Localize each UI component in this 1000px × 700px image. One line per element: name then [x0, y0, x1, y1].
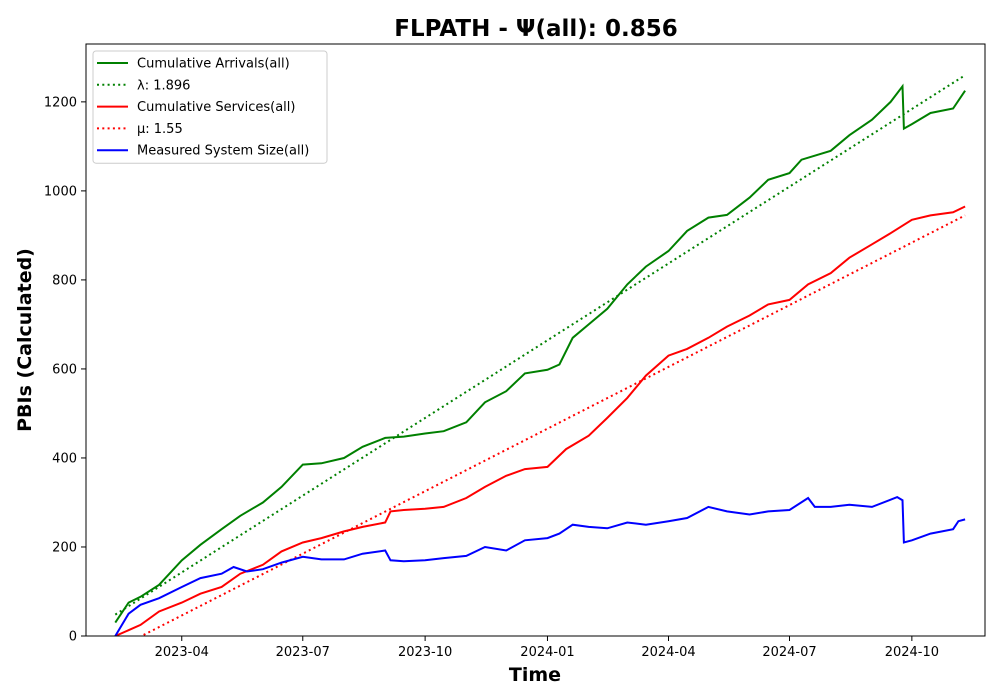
y-tick-label: 600 — [52, 362, 77, 377]
series-line-2 — [114, 205, 966, 636]
x-tick-label: 2024-01 — [520, 645, 574, 660]
y-axis-label: PBIs (Calculated) — [14, 248, 36, 432]
x-tick-label: 2024-07 — [762, 645, 816, 660]
y-axis-ticks: 0 200 400 600 800 1000 1200 — [44, 95, 86, 645]
y-tick-label: 800 — [52, 273, 77, 288]
y-tick-label: 1200 — [44, 95, 77, 110]
x-axis-ticks: 2023-04 2023-07 2023-10 2024-01 2024-04 2024-… — [155, 636, 939, 660]
y-tick-label: 1000 — [44, 184, 77, 199]
plot-frame — [85, 43, 986, 637]
series-line-0 — [114, 83, 966, 624]
x-tick-label: 2024-10 — [885, 645, 939, 660]
legend-label: λ: 1.896 — [137, 78, 190, 93]
y-tick-label: 200 — [52, 540, 77, 555]
legend-label: Cumulative Arrivals(all) — [137, 57, 290, 72]
legend-box — [92, 50, 328, 164]
x-tick-label: 2024-04 — [641, 645, 695, 660]
x-tick-label: 2023-10 — [398, 645, 452, 660]
y-tick-label: 400 — [52, 451, 77, 466]
series-line-3 — [139, 214, 966, 636]
y-tick-label: 0 — [69, 630, 77, 645]
x-axis-label: Time — [509, 664, 561, 686]
x-tick-label: 2023-04 — [155, 645, 209, 660]
plot-lines — [114, 74, 966, 636]
legend: Cumulative Arrivals(all) λ: 1.896 Cumulati… — [92, 50, 328, 164]
chart-title: FLPATH - Ψ(all): 0.856 — [394, 16, 677, 42]
series-line-1 — [114, 74, 966, 616]
legend-label: Measured System Size(all) — [137, 144, 309, 159]
series-line-4 — [114, 495, 966, 636]
legend-label: μ: 1.55 — [137, 122, 183, 137]
x-tick-label: 2023-07 — [276, 645, 330, 660]
legend-label: Cumulative Services(all) — [137, 100, 295, 115]
